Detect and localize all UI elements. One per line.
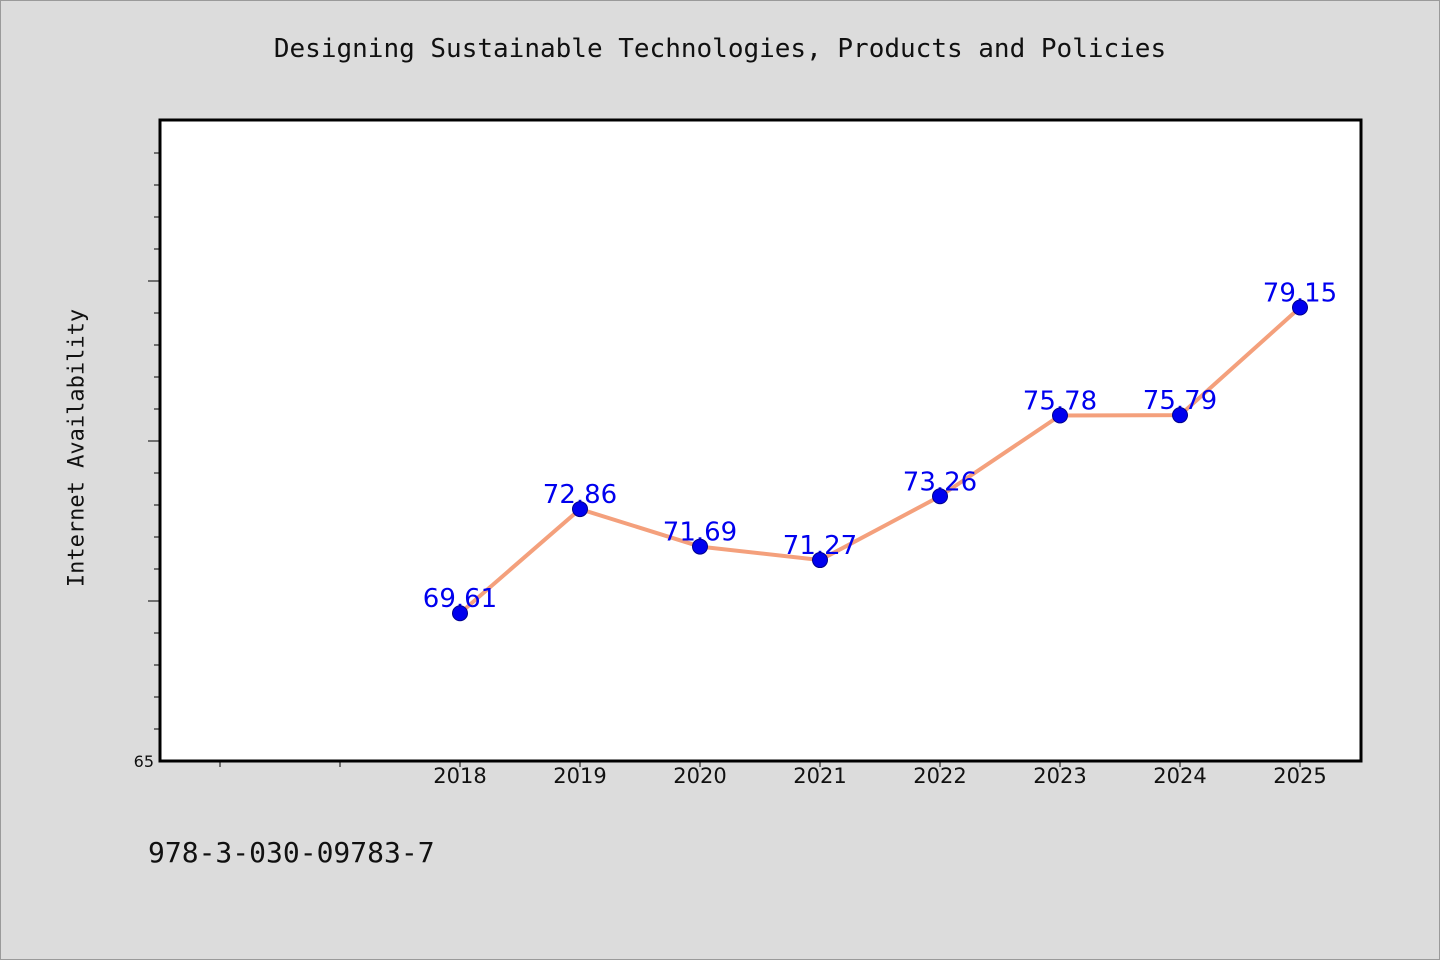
- x-tick-label: 2025: [1273, 764, 1326, 788]
- data-point: [1172, 407, 1188, 424]
- y-tick-labels: 65: [134, 752, 154, 771]
- series-line-group: [458, 305, 1302, 616]
- x-tick-labels: 2018 2019 2020 2021 2022 2023 2024 2025: [433, 764, 1326, 788]
- data-point: [1292, 299, 1308, 316]
- data-point: [452, 605, 468, 622]
- chart-title: Designing Sustainable Technologies, Prod…: [273, 34, 1167, 64]
- data-point: [572, 501, 588, 518]
- x-tick-label: 2018: [433, 764, 486, 788]
- data-point: [692, 538, 708, 555]
- isbn-footer: 978-3-030-09783-7: [148, 836, 435, 869]
- data-point: [1052, 407, 1068, 424]
- x-tick-label: 2019: [553, 764, 606, 788]
- y-tick-label: 65: [134, 752, 154, 771]
- x-tick-label: 2022: [913, 764, 966, 788]
- plot-border: [158, 118, 1363, 763]
- x-tick-label: 2023: [1033, 764, 1086, 788]
- data-point: [812, 552, 828, 569]
- x-tick-label: 2021: [793, 764, 846, 788]
- data-markers: [452, 299, 1308, 622]
- series-line: [458, 305, 1302, 616]
- x-tick-label: 2020: [673, 764, 726, 788]
- plot-area: [160, 120, 1361, 761]
- x-tick-label: 2024: [1153, 764, 1206, 788]
- data-point: [932, 488, 948, 505]
